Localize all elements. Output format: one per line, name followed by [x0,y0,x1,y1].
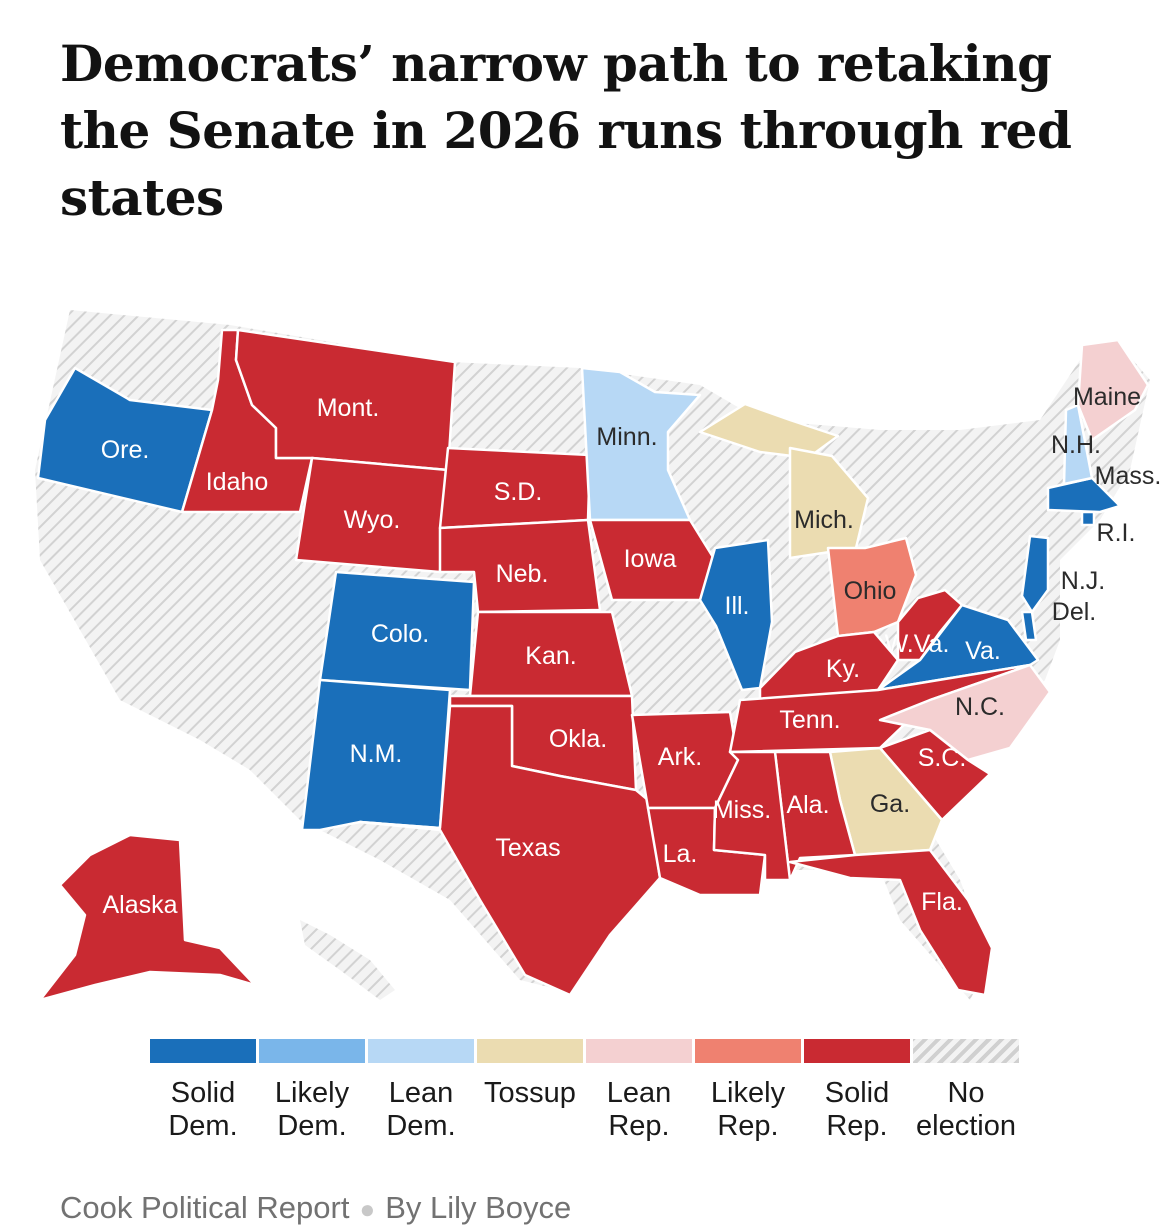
state-nh[interactable] [1062,403,1094,486]
state-nj[interactable] [1020,534,1050,614]
label-ohio: Ohio [844,577,897,605]
label-mass: Mass. [1095,462,1162,490]
label-sd: S.D. [494,478,543,506]
state-maine[interactable] [1076,338,1150,442]
label-okla: Okla. [549,725,607,753]
label-nm: N.M. [350,740,403,768]
label-ark: Ark. [658,743,702,771]
label-kan: Kan. [525,642,576,670]
label-ky: Ky. [826,655,860,683]
label-la: La. [663,840,698,868]
label-nc: N.C. [955,693,1005,721]
byline: By Lily Boyce [385,1190,572,1225]
legend-item: Likely Dem. [259,1039,365,1143]
legend-swatch [150,1039,256,1063]
chart-title: Democrats’ narrow path to retaking the S… [60,34,1072,227]
state-miss[interactable] [712,750,792,882]
label-fla: Fla. [921,888,963,916]
source-text: Cook Political Report [60,1190,350,1225]
state-texas[interactable] [358,704,662,997]
separator-dot-icon: ● [359,1194,376,1224]
legend-label: Solid Dem. [168,1077,238,1142]
legend-label: No election [916,1077,1016,1142]
legend-item: No election [913,1039,1019,1143]
source-line: Cook Political Report ● By Lily Boyce [60,1190,571,1226]
legend-item: Lean Rep. [586,1039,692,1143]
label-del: Del. [1052,598,1096,626]
legend-item: Likely Rep. [695,1039,801,1143]
label-tenn: Tenn. [779,706,840,734]
legend-label: Likely Rep. [710,1077,786,1142]
label-ill: Ill. [725,592,750,620]
legend-label: Lean Dem. [386,1077,456,1142]
state-del[interactable] [1020,610,1038,642]
legend-item: Lean Dem. [368,1039,474,1143]
label-maine: Maine [1073,383,1141,411]
label-va: Va. [965,637,1001,665]
label-alaska: Alaska [102,891,177,919]
no-election-hawaii [300,920,395,1000]
state-fla[interactable] [788,848,994,997]
legend-swatch [804,1039,910,1063]
legend-swatch [586,1039,692,1063]
label-miss: Miss. [713,796,771,824]
label-ala: Ala. [786,791,829,819]
state-ri[interactable] [1080,510,1096,527]
label-iowa: Iowa [624,545,677,573]
legend: Solid Dem. Likely Dem. Lean Dem. Tossup … [150,1039,1020,1149]
legend-swatch [259,1039,365,1063]
state-mont[interactable] [234,328,457,472]
label-texas: Texas [495,834,560,862]
state-alaska[interactable] [38,833,257,1002]
legend-label: Lean Rep. [606,1077,672,1142]
legend-item: Tossup [477,1039,583,1110]
state-mich-up[interactable] [698,402,840,460]
legend-swatch [477,1039,583,1063]
legend-swatch [368,1039,474,1063]
label-mich: Mich. [794,506,854,534]
label-minn: Minn. [596,423,657,451]
label-ore: Ore. [101,436,150,464]
label-ga: Ga. [870,790,910,818]
legend-swatch [913,1039,1019,1063]
legend-label: Tossup [484,1077,576,1109]
state-ill[interactable] [698,538,774,692]
legend-item: Solid Dem. [150,1039,256,1143]
legend-label: Likely Dem. [274,1077,350,1142]
label-mont: Mont. [317,394,380,422]
legend-item: Solid Rep. [804,1039,910,1143]
legend-label: Solid Rep. [824,1077,890,1142]
state-mich[interactable] [788,446,870,560]
label-nj: N.J. [1061,567,1105,595]
label-sc: S.C. [918,744,967,772]
label-idaho: Idaho [206,468,269,496]
label-neb: Neb. [496,560,549,588]
label-wva: W.Va. [885,630,950,658]
label-nh: N.H. [1051,431,1101,459]
legend-swatch [695,1039,801,1063]
label-colo: Colo. [371,620,429,648]
label-wyo: Wyo. [344,506,401,534]
label-ri: R.I. [1097,519,1136,547]
